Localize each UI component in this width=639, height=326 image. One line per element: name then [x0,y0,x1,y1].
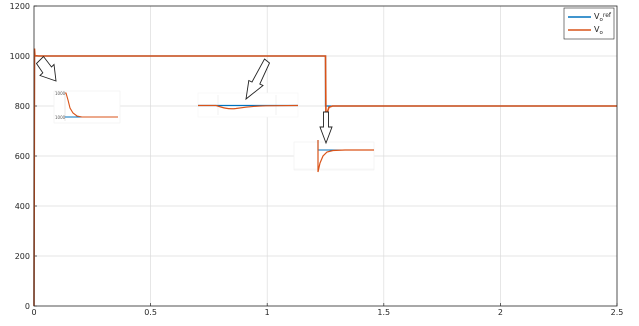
inset-start-tick-bottom: 1000 [55,115,66,120]
y-tick-label: 400 [15,202,30,211]
x-tick-label: 1.5 [377,308,390,317]
legend: Voref Vo [564,8,614,39]
y-tick-label: 200 [15,252,30,261]
y-tick-label: 600 [15,152,30,161]
y-tick-label: 1000 [10,52,30,61]
x-tick-label: 1 [265,308,270,317]
y-tick-label: 800 [15,102,30,111]
zoom-inset-start: 1000 1000 [54,91,120,123]
zoom-inset-step [294,140,374,172]
x-tick-label: 2.5 [611,308,624,317]
y-tick-label: 1200 [10,2,30,11]
x-tick-label: 0.5 [144,308,157,317]
x-tick-label: 0 [31,308,36,317]
y-tick-label: 0 [25,302,30,311]
x-tick-label: 2 [498,308,503,317]
inset-start-tick-top: 1000 [55,91,66,96]
